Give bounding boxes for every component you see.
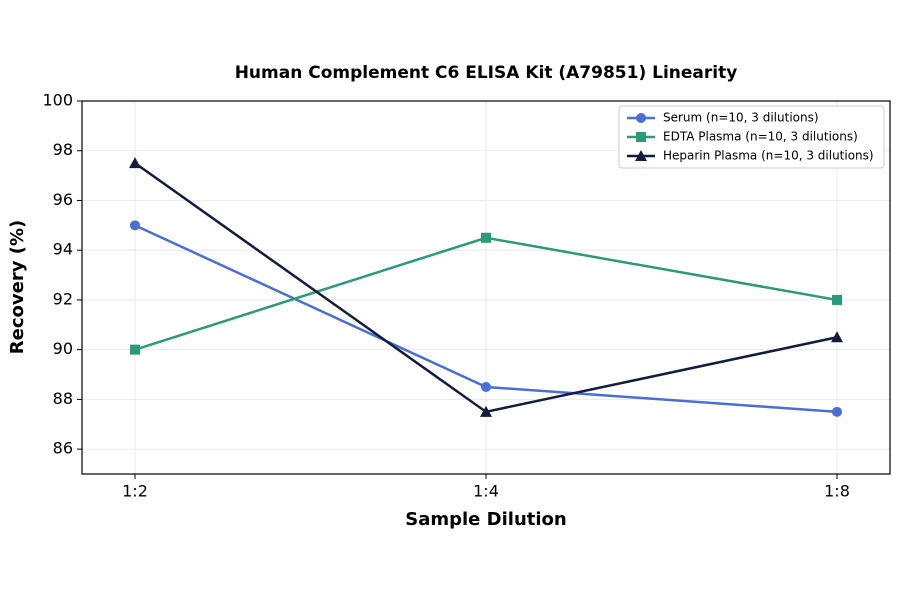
legend-label: Heparin Plasma (n=10, 3 dilutions) [663,149,874,163]
x-tick-label: 1:2 [122,482,148,501]
legend-marker [636,132,646,142]
legend: Serum (n=10, 3 dilutions) EDTA Plasma (n=… [618,105,885,169]
data-point [481,381,491,392]
legend-marker [635,150,647,161]
data-point [481,232,491,243]
y-tick-label: 98 [53,140,73,159]
data-point [480,405,492,417]
plot-frame [81,100,891,475]
data-point [130,220,140,231]
data-point [129,157,141,169]
x-axis-label: Sample Dilution [405,509,566,530]
y-tick-label: 94 [53,240,73,259]
y-tick-label: 92 [53,289,73,308]
data-point [831,331,843,343]
chart-title: Human Complement C6 ELISA Kit (A79851) L… [235,63,738,83]
x-tick-label: 1:8 [824,482,850,501]
y-tick-label: 90 [53,339,73,358]
legend-marker [636,113,646,123]
y-axis-label: Recovery (%) [7,220,28,354]
data-point [832,294,842,305]
y-tick-label: 86 [53,439,73,458]
y-tick-label: 96 [53,190,73,209]
x-tick-label: 1:4 [473,482,499,501]
data-point [832,406,842,417]
data-point [130,344,140,355]
legend-frame [618,105,885,169]
legend-label: Serum (n=10, 3 dilutions) [663,111,819,125]
y-tick-label: 88 [53,389,73,408]
legend-label: EDTA Plasma (n=10, 3 dilutions) [663,130,858,144]
y-tick-label: 100 [42,91,73,110]
